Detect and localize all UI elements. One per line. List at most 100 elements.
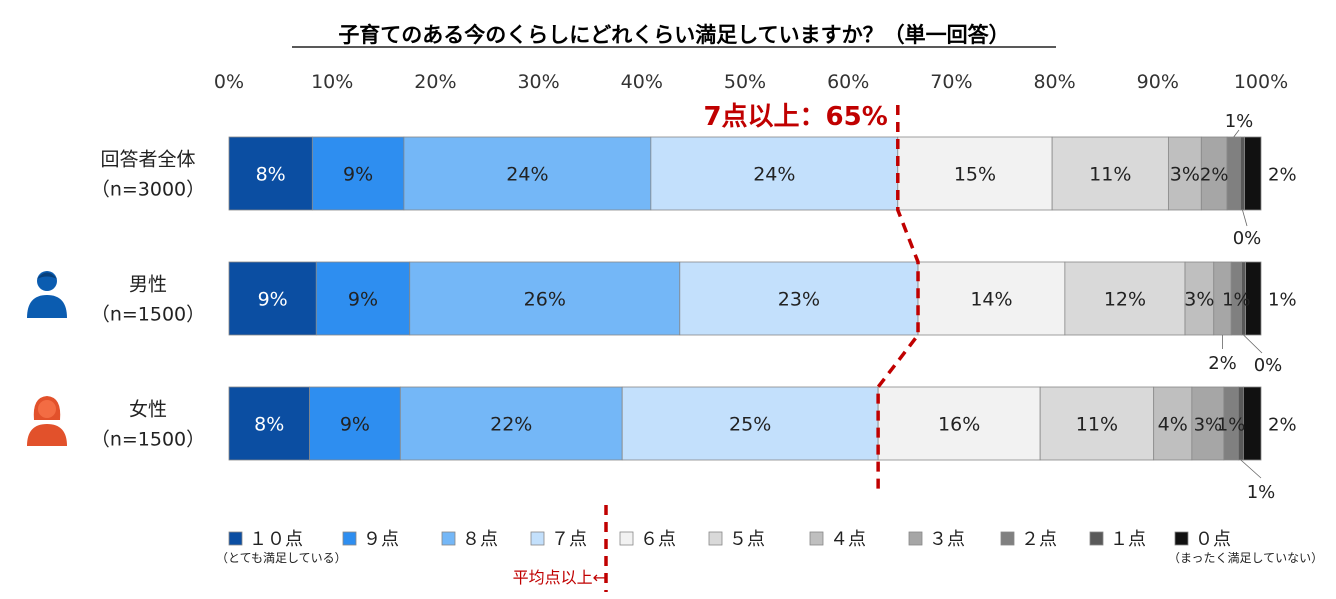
- segment-value-label: 9%: [343, 164, 373, 186]
- legend-label: ５点: [729, 529, 765, 550]
- legend-swatch: [1000, 531, 1015, 546]
- legend: １０点（とても満足している） ９点 ８点 ７点 ６点 ５点 ４点 ３点 ２点 １点 ０点（まったく満…: [216, 505, 1323, 592]
- female-person-icon: [27, 396, 67, 446]
- bar-segment: [679, 261, 919, 336]
- bar-segment: [1039, 386, 1155, 461]
- segment-value-label: 12%: [1104, 289, 1146, 311]
- legend-swatch: [228, 531, 243, 546]
- x-tick-label: 60%: [827, 71, 869, 93]
- segment-value-label: 11%: [1089, 164, 1131, 186]
- segment-value-label: 2%: [1268, 165, 1297, 186]
- category-label: 回答者全体: [100, 149, 195, 171]
- segment-value-label: 1%: [1222, 290, 1251, 311]
- segment-labels: 8% 9% 24% 24% 15% 11% 3% 2%1%0%2%9% 9% 26% 23% 14% 1…: [254, 111, 1296, 503]
- bar-segment: [1244, 136, 1262, 211]
- legend-label: ０点: [1195, 529, 1231, 550]
- x-tick-label: 30%: [517, 71, 559, 93]
- legend-label: ３点: [929, 529, 965, 550]
- x-axis-ticks: 0% 10% 20% 30% 40% 50% 60% 70% 80% 90% 100%: [214, 71, 1288, 93]
- segment-value-label: 3%: [1170, 164, 1200, 186]
- legend-swatch: [908, 531, 923, 546]
- segment-value-label: 4%: [1158, 414, 1188, 436]
- bar-segment: [228, 386, 310, 461]
- bar-segment: [1226, 136, 1241, 211]
- segment-value-label: 22%: [490, 414, 532, 436]
- segment-value-label: 11%: [1076, 414, 1118, 436]
- segment-value-label: 2%: [1208, 353, 1237, 374]
- legend-label: ８点: [462, 529, 498, 550]
- bar-segment: [228, 261, 317, 336]
- segment-value-label: 2%: [1200, 165, 1229, 186]
- bar-segment: [311, 136, 405, 211]
- bar-segment: [399, 386, 623, 461]
- bar-segment: [917, 261, 1066, 336]
- bar-segment: [228, 136, 313, 211]
- segment-value-label: 14%: [970, 289, 1012, 311]
- bar-segment: [1240, 136, 1245, 211]
- category-sample-size: （n=1500）: [91, 429, 205, 451]
- x-tick-label: 20%: [414, 71, 456, 93]
- category-labels: 回答者全体 （n=3000） 男性 （n=1500） 女性 （n=1500）: [27, 149, 205, 451]
- segment-value-label: 0%: [1254, 355, 1283, 376]
- bar-segment: [1245, 261, 1262, 336]
- legend-sublabel: （とても満足している）: [216, 551, 347, 565]
- average-boundary-line: [876, 105, 920, 495]
- category-sample-size: （n=1500）: [91, 304, 205, 326]
- highlight-label: 7点以上：65%: [703, 101, 887, 132]
- legend-label: ７点: [551, 529, 587, 550]
- segment-value-label: 3%: [1194, 415, 1223, 436]
- legend-swatch: [1174, 531, 1189, 546]
- segment-value-label: 1%: [1268, 290, 1297, 311]
- leader-line: [1243, 334, 1263, 354]
- chart-title: 子育てのある今のくらしにどれくらい満足していますか？（単一回答）: [338, 23, 1009, 47]
- x-tick-label: 80%: [1033, 71, 1075, 93]
- average-marker-label: 平均点以上←: [513, 568, 606, 587]
- segment-value-label: 15%: [954, 164, 996, 186]
- legend-swatch: [441, 531, 456, 546]
- legend-label: ９点: [363, 529, 399, 550]
- x-tick-label: 40%: [621, 71, 663, 93]
- legend-label: ２点: [1021, 529, 1057, 550]
- segment-value-label: 25%: [729, 414, 771, 436]
- legend-swatch: [708, 531, 723, 546]
- segment-value-label: 1%: [1217, 415, 1246, 436]
- category-label: 女性: [129, 399, 167, 421]
- segment-value-label: 9%: [258, 289, 288, 311]
- legend-label: ６点: [640, 529, 676, 550]
- category-label: 男性: [129, 274, 167, 296]
- leader-line: [1233, 129, 1240, 138]
- x-tick-label: 10%: [311, 71, 353, 93]
- legend-swatch: [809, 531, 824, 546]
- category-sample-size: （n=3000）: [91, 179, 205, 201]
- bar-segment: [877, 386, 1041, 461]
- bar-segment: [409, 261, 681, 336]
- male-person-icon: [27, 271, 67, 318]
- average-markers: 7点以上：65%: [703, 101, 920, 495]
- bar-segment: [1167, 136, 1202, 211]
- legend-swatch: [530, 531, 545, 546]
- segment-value-label: 9%: [348, 289, 378, 311]
- segment-value-label: 16%: [938, 414, 980, 436]
- leader-line: [1242, 209, 1248, 227]
- bar-segment: [315, 261, 411, 336]
- segment-value-label: 9%: [340, 414, 370, 436]
- legend-sublabel: （まったく満足していない）: [1168, 551, 1323, 565]
- segment-value-label: 0%: [1233, 228, 1262, 249]
- bar-segment: [897, 136, 1053, 211]
- bar-segment: [1191, 386, 1225, 461]
- x-tick-label: 100%: [1234, 71, 1288, 93]
- x-tick-label: 90%: [1137, 71, 1179, 93]
- x-tick-label: 0%: [214, 71, 244, 93]
- segment-value-label: 23%: [778, 289, 820, 311]
- legend-swatch: [619, 531, 634, 546]
- segment-value-label: 2%: [1268, 415, 1297, 436]
- segment-value-label: 26%: [524, 289, 566, 311]
- bar-segment: [309, 386, 401, 461]
- bar-segment: [1243, 386, 1262, 461]
- bar-segment: [621, 386, 879, 461]
- legend-label: ４点: [830, 529, 866, 550]
- legend-swatch: [342, 531, 357, 546]
- segment-value-label: 1%: [1225, 111, 1254, 132]
- bar-segment: [1153, 386, 1193, 461]
- bar-segment: [1051, 136, 1169, 211]
